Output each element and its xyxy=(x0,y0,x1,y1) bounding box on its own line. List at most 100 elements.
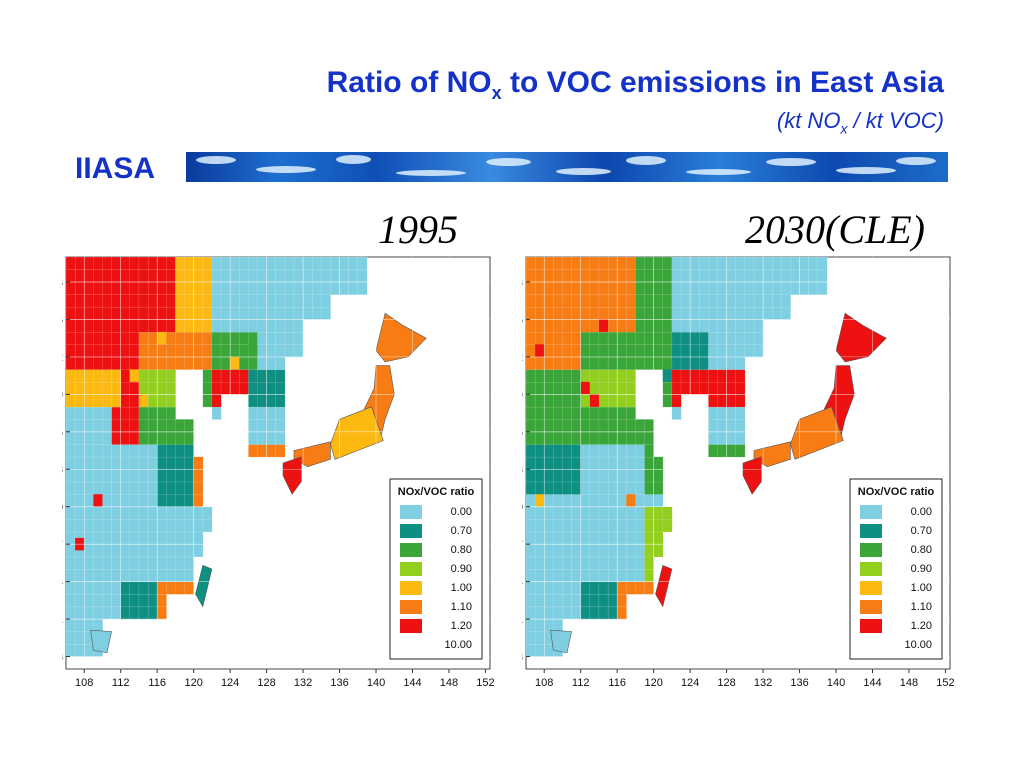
legend-swatch xyxy=(400,600,422,614)
legend-label: 0.00 xyxy=(911,506,932,518)
lon-tick-label: 124 xyxy=(221,677,239,689)
lat-tick-label: 39 xyxy=(62,389,63,401)
lat-tick-label: 42 xyxy=(522,352,523,364)
lon-tick-label: 136 xyxy=(330,677,348,689)
legend-label: 0.70 xyxy=(911,525,932,537)
legend-label: 1.20 xyxy=(451,620,472,632)
legend-label: 0.70 xyxy=(451,525,472,537)
lon-tick-label: 112 xyxy=(112,677,130,689)
taiwan-region xyxy=(195,564,213,608)
legend-label: 10.00 xyxy=(904,639,932,651)
legend-swatch xyxy=(400,505,422,519)
lon-tick-label: 116 xyxy=(608,677,626,689)
legend-swatch xyxy=(400,562,422,576)
lat-tick-label: 30 xyxy=(62,502,63,514)
year-label-2030: 2030(CLE) xyxy=(745,207,925,252)
legend-swatch xyxy=(860,505,882,519)
japan-region xyxy=(742,456,762,495)
legend-label: 1.00 xyxy=(911,582,932,594)
map-panel-2030: 108 112 116 120 124 128 132 136 140 144 148 152 48 45… xyxy=(511,253,955,693)
legend-swatch xyxy=(860,581,882,595)
lat-tick-label: 21 xyxy=(522,614,523,626)
lat-tick-label: 18 xyxy=(62,652,63,664)
lat-tick-label: 33 xyxy=(62,464,63,476)
legend-box: NOx/VOC ratio 0.00 0.70 0.80 0.90 1.00 1.10 1.2… xyxy=(849,478,943,660)
legend-swatch xyxy=(400,619,422,633)
hainan-region xyxy=(90,629,112,654)
japan-region xyxy=(282,456,302,495)
banner-image xyxy=(186,152,948,182)
legend-swatch xyxy=(860,600,882,614)
lon-tick-label: 108 xyxy=(535,677,553,689)
year-label-1995: 1995 xyxy=(378,207,458,252)
nox-voc-map-2030: 108 112 116 120 124 128 132 136 140 144 148 152 48 45… xyxy=(511,256,955,689)
grid-cells xyxy=(525,256,828,657)
legend-label: 10.00 xyxy=(444,639,472,651)
japan-region xyxy=(375,312,427,363)
legend-label: 1.10 xyxy=(451,601,472,613)
lon-tick-label: 132 xyxy=(754,677,772,689)
legend-swatch xyxy=(860,543,882,557)
lat-tick-label: 45 xyxy=(522,314,523,326)
lon-tick-label: 132 xyxy=(294,677,312,689)
legend-swatch xyxy=(860,562,882,576)
legend-label: 1.20 xyxy=(911,620,932,632)
lon-tick-label: 136 xyxy=(790,677,808,689)
legend-box: NOx/VOC ratio 0.00 0.70 0.80 0.90 1.00 1.10 1.2… xyxy=(389,478,483,660)
lon-tick-label: 144 xyxy=(863,677,881,689)
legend-label: 1.00 xyxy=(451,582,472,594)
lon-tick-label: 140 xyxy=(827,677,845,689)
legend-label: 0.80 xyxy=(451,544,472,556)
lat-tick-label: 33 xyxy=(522,464,523,476)
taiwan-region xyxy=(655,564,673,608)
legend-swatch xyxy=(860,524,882,538)
lon-tick-label: 116 xyxy=(148,677,166,689)
lon-tick-label: 112 xyxy=(572,677,590,689)
lat-tick-label: 45 xyxy=(62,314,63,326)
lat-tick-label: 30 xyxy=(522,502,523,514)
lon-tick-label: 140 xyxy=(367,677,385,689)
legend-title: NOx/VOC ratio xyxy=(398,486,475,498)
legend-swatch xyxy=(400,543,422,557)
lon-tick-label: 128 xyxy=(717,677,735,689)
page-title: Ratio of NOx to VOC emissions in East As… xyxy=(326,66,944,103)
lat-tick-label: 24 xyxy=(522,577,523,589)
lon-tick-label: 108 xyxy=(75,677,93,689)
page-subtitle: (kt NOx / kt VOC) xyxy=(776,108,944,137)
lon-tick-label: 148 xyxy=(440,677,458,689)
legend-label: 0.90 xyxy=(911,563,932,575)
legend-label: 0.90 xyxy=(451,563,472,575)
lat-tick-label: 42 xyxy=(62,352,63,364)
lon-tick-label: 152 xyxy=(936,677,954,689)
lat-tick-label: 27 xyxy=(62,539,63,551)
lat-tick-label: 48 xyxy=(62,277,63,289)
lon-tick-label: 152 xyxy=(476,677,494,689)
legend-swatch xyxy=(400,524,422,538)
legend-swatch xyxy=(400,581,422,595)
lat-tick-label: 36 xyxy=(522,427,523,439)
lon-tick-label: 120 xyxy=(184,677,202,689)
lat-tick-label: 27 xyxy=(522,539,523,551)
legend-swatch xyxy=(860,619,882,633)
legend-title: NOx/VOC ratio xyxy=(858,486,935,498)
lon-tick-label: 128 xyxy=(257,677,275,689)
lat-tick-label: 18 xyxy=(522,652,523,664)
lat-tick-label: 48 xyxy=(522,277,523,289)
legend-label: 0.80 xyxy=(911,544,932,556)
legend-label: 1.10 xyxy=(911,601,932,613)
grid-cells xyxy=(65,256,368,657)
legend-label: 0.00 xyxy=(451,506,472,518)
lat-tick-label: 36 xyxy=(62,427,63,439)
lon-tick-label: 144 xyxy=(403,677,421,689)
lon-tick-label: 120 xyxy=(644,677,662,689)
lat-tick-label: 39 xyxy=(522,389,523,401)
lat-tick-label: 24 xyxy=(62,577,63,589)
map-panel-1995: 108 112 116 120 124 128 132 136 140 144 148 152 48 45… xyxy=(51,253,495,693)
hainan-region xyxy=(550,629,572,654)
japan-region xyxy=(835,312,887,363)
nox-voc-map-1995: 108 112 116 120 124 128 132 136 140 144 148 152 48 45… xyxy=(51,256,495,689)
lon-tick-label: 148 xyxy=(900,677,918,689)
brand-logo-text: IIASA xyxy=(75,152,156,185)
lon-tick-label: 124 xyxy=(681,677,699,689)
lat-tick-label: 21 xyxy=(62,614,63,626)
